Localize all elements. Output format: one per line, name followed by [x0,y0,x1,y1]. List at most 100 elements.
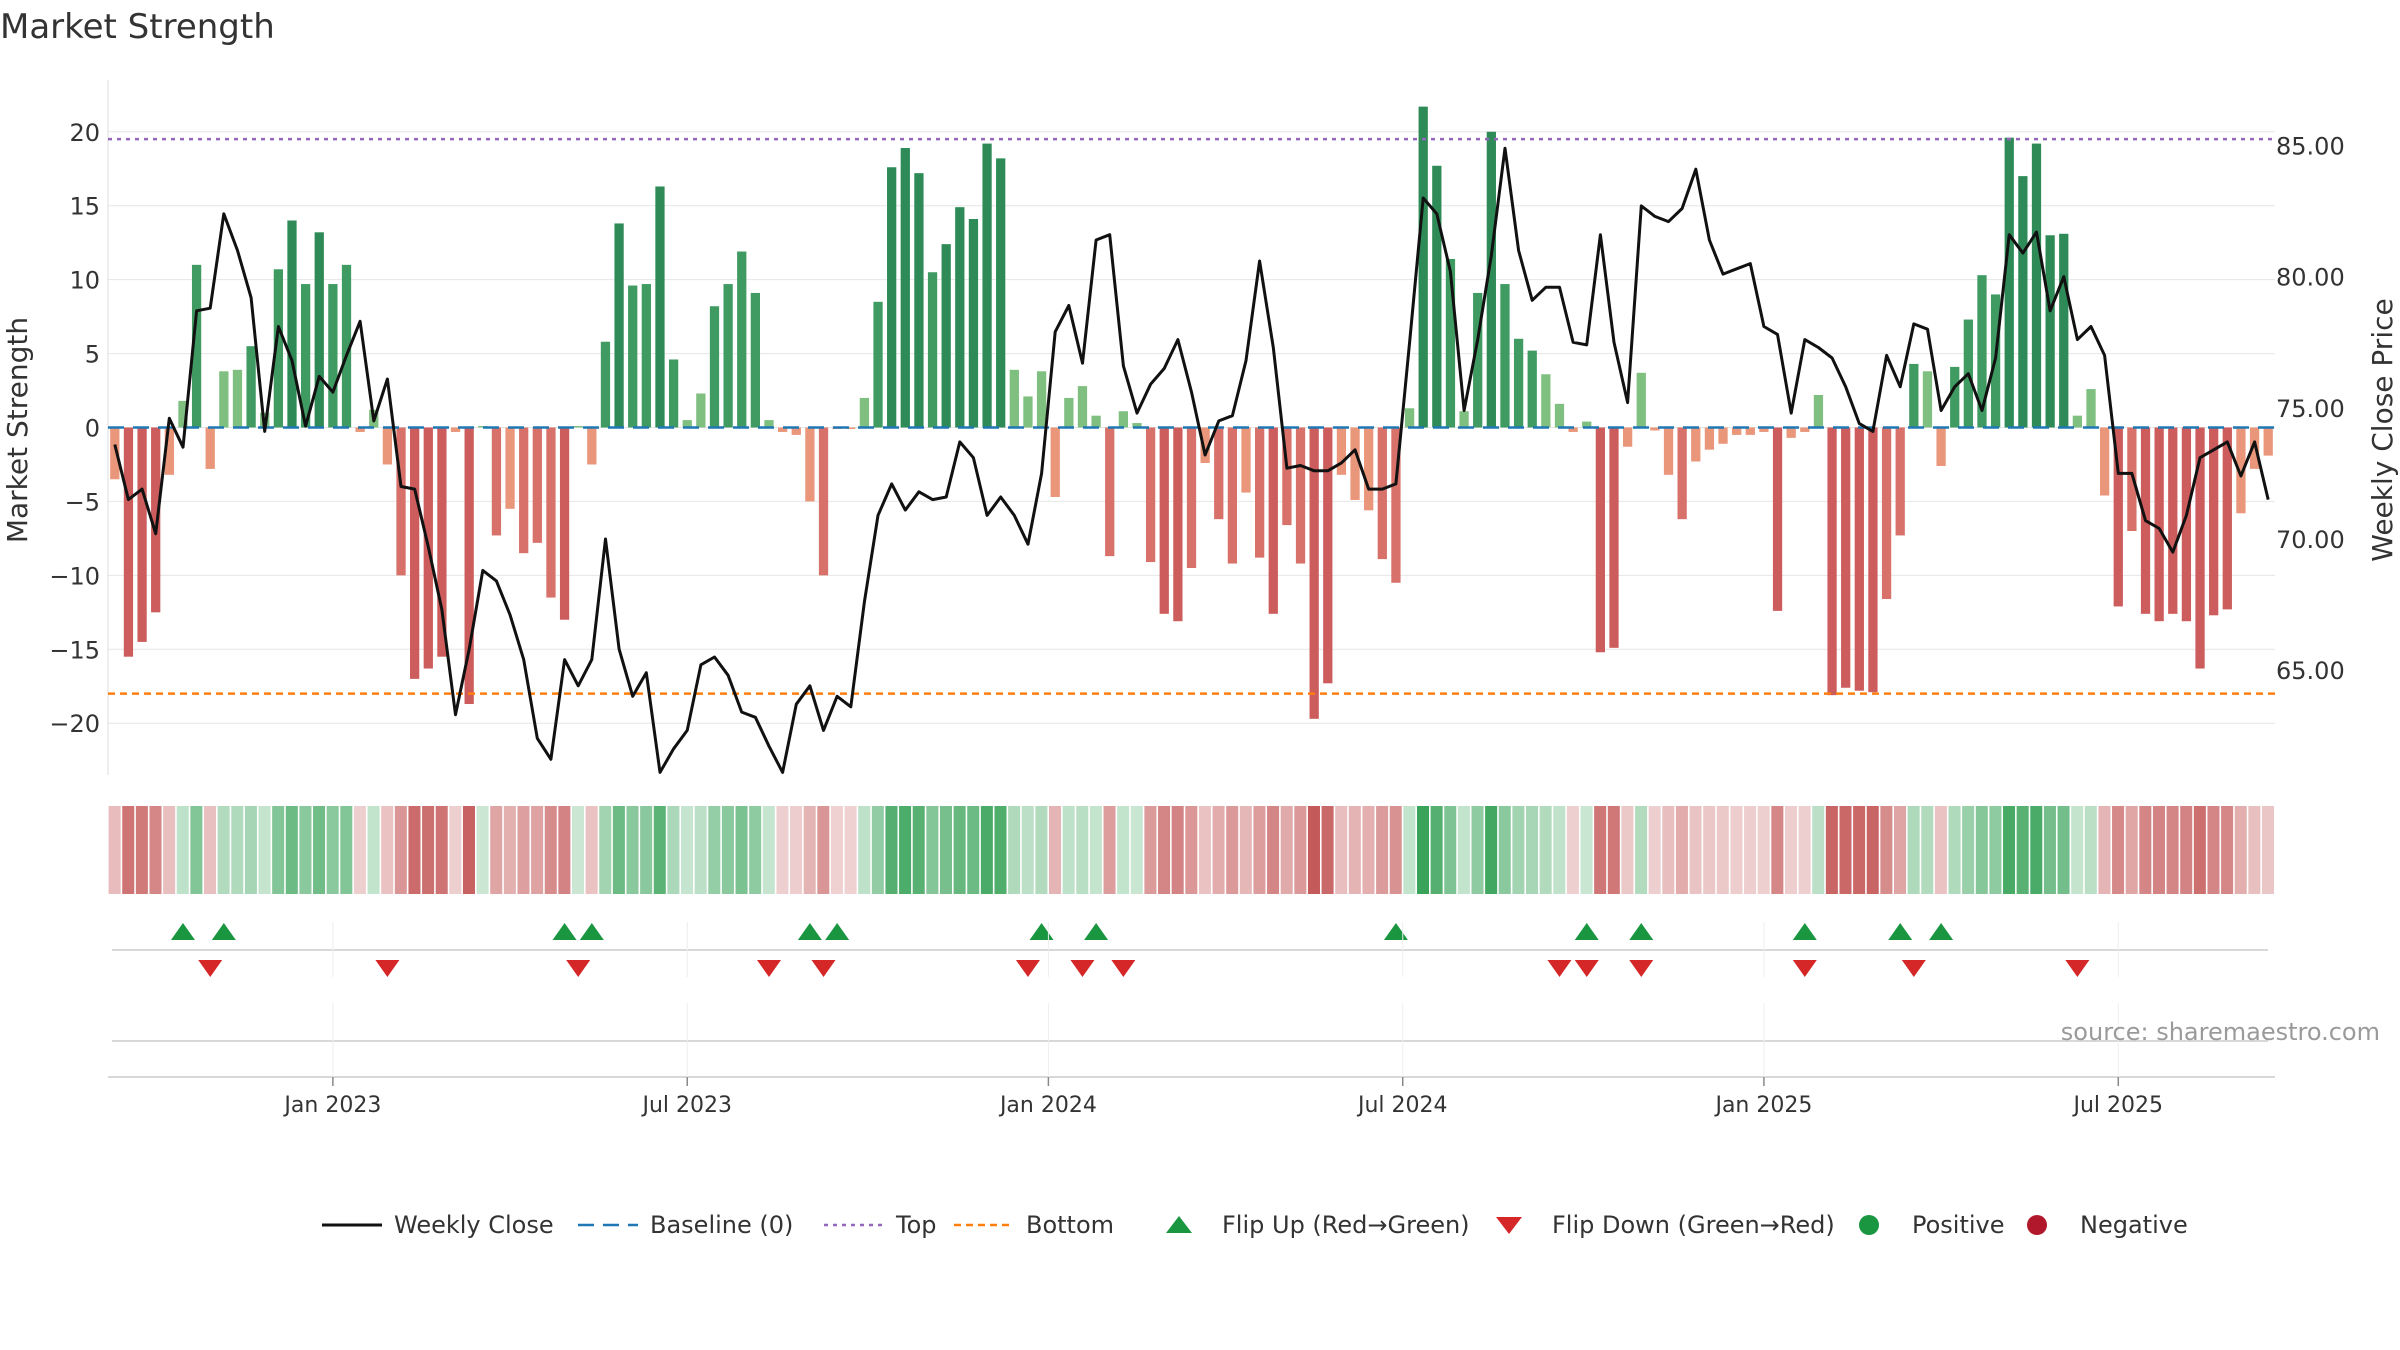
heat-cell [871,806,884,894]
heat-cell [762,806,775,894]
strength-bar [300,284,311,428]
heat-cell [1348,806,1361,894]
heat-cell [476,806,489,894]
strength-bar [2127,427,2137,532]
flip-up-marker [1888,923,1913,940]
strength-bar [1622,427,1633,447]
strength-bar [205,427,215,469]
heat-cell [1703,806,1716,894]
legend-label: Baseline (0) [650,1211,793,1239]
strength-bar [1513,338,1524,428]
heat-cell [2193,806,2206,894]
strength-bar [1541,374,1551,428]
strength-bar [1350,427,1360,500]
legend-label: Flip Up (Red→Green) [1222,1211,1470,1239]
heat-cell [1103,806,1116,894]
strength-bar [778,427,788,432]
y-tick-left: 15 [69,193,100,221]
heat-cell [2152,806,2165,894]
heat-cell [2261,806,2274,894]
y-tick-right: 75.00 [2276,395,2345,423]
strength-bar [2059,233,2069,428]
y-tick-left: −20 [49,710,100,738]
flip-down-marker [566,960,591,977]
strength-bar [2086,389,2096,428]
strength-bar [709,306,720,428]
heat-cell [994,806,1007,894]
heat-cell [367,806,380,894]
legend-item-neg: Negative [2027,1211,2188,1239]
heat-cell [735,806,748,894]
x-tick-label: Jul 2025 [2072,1093,2164,1118]
heat-cell [490,806,503,894]
strength-bar [137,427,147,642]
weekly-close-line [113,146,2270,774]
legend-label: Top [895,1211,937,1239]
strength-bar [1077,386,1088,428]
heat-cell [1062,806,1075,894]
heat-cell [1389,806,1402,894]
legend-item-top: Top [824,1211,937,1239]
strength-bar [1854,427,1864,691]
strength-bar [1173,427,1183,622]
strength-bar [859,397,870,428]
heat-cell [653,806,666,894]
strength-bar [1745,427,1755,435]
heat-cell [858,806,871,894]
strength-bar [1650,427,1660,431]
heat-cell [122,806,135,894]
strength-bar [1227,427,1238,564]
strength-bar [696,393,706,428]
strength-bar [178,400,188,428]
heat-cell [408,806,421,894]
x-tick-label: Jan 2024 [998,1093,1097,1118]
legend-item-bottom: Bottom [954,1211,1114,1239]
heat-cell [340,806,353,894]
y-tick-left: −15 [49,636,100,664]
strength-bar [2236,427,2246,514]
heat-cell [1553,806,1566,894]
strength-bar [1459,411,1469,428]
heat-cell [1430,806,1443,894]
heat-cell [422,806,435,894]
legend-item-line: Weekly Close [322,1211,554,1239]
strength-bar [1732,427,1742,435]
heat-cell [1035,806,1048,894]
y-axis-right-label: Weekly Close Price [2366,298,2399,561]
legend-label: Weekly Close [394,1211,554,1239]
heat-cell [1130,806,1143,894]
strength-bar [1977,275,1987,428]
strength-bar [1105,427,1115,557]
strength-bar [246,346,256,428]
strength-bar [1609,427,1619,648]
heat-cell [2016,806,2029,894]
strength-bar [1404,408,1415,428]
flip-down-marker [1547,960,1572,977]
strength-bar [1800,427,1810,432]
heat-cell [790,806,803,894]
strength-bar [655,186,665,428]
strength-bar [1432,165,1442,428]
strength-bar [341,264,352,428]
strength-bar [1473,292,1483,428]
legend-label: Positive [1912,1211,2005,1239]
strength-bar [2113,427,2123,607]
heat-cell [926,806,939,894]
heat-cell [1362,806,1375,894]
strength-bar [1663,427,1674,475]
heat-cell [258,806,271,894]
heat-cell [1076,806,1089,894]
strength-bar [1950,366,1960,428]
legend-swatch [2027,1215,2047,1235]
strength-bar [750,292,761,428]
strength-bar [110,427,120,480]
strength-bar [491,427,502,536]
heat-cell [381,806,394,894]
heat-cell [1185,806,1198,894]
heat-cell [1089,806,1102,894]
heat-cell [435,806,448,894]
heat-cell [1948,806,1961,894]
flip-up-marker [211,923,236,940]
strength-bar [1323,427,1333,684]
heat-cell [694,806,707,894]
